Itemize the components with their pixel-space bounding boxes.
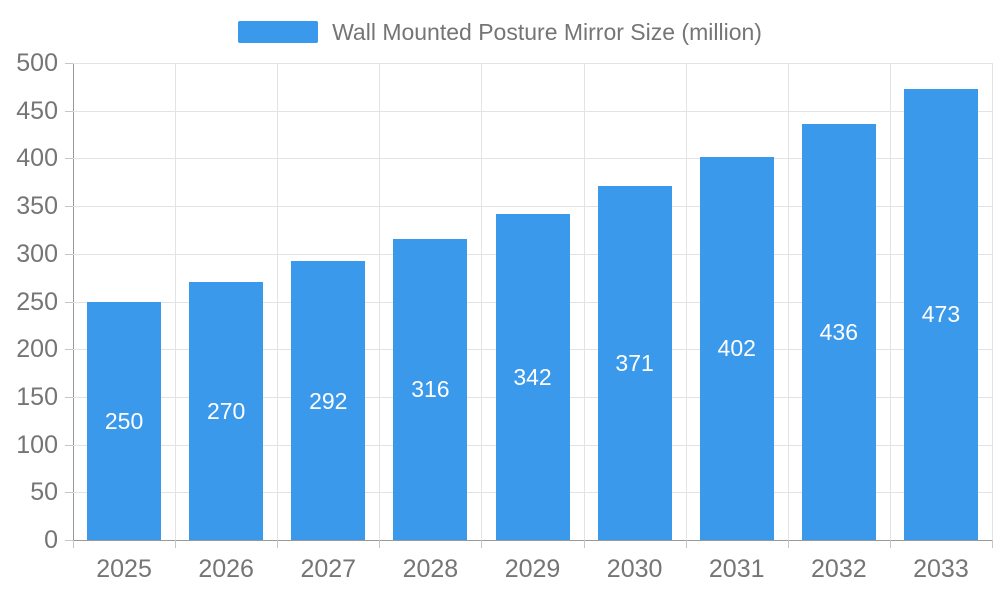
x-axis-tick (787, 540, 789, 548)
y-axis-tick (65, 301, 73, 303)
gridline-vertical (481, 63, 483, 540)
x-axis-tick-label: 2032 (811, 555, 867, 583)
bar-value-label: 402 (717, 335, 756, 362)
y-axis-tick (65, 444, 73, 446)
y-axis-tick-label: 300 (16, 239, 58, 268)
gridline-vertical (787, 63, 789, 540)
bar[interactable]: 270 (189, 282, 264, 540)
bar[interactable]: 316 (393, 238, 468, 540)
y-axis-tick-label: 50 (30, 478, 58, 507)
gridline-vertical (583, 63, 585, 540)
x-axis-tick (379, 540, 381, 548)
bar[interactable]: 371 (597, 186, 672, 540)
bar[interactable]: 402 (699, 156, 774, 540)
gridline-vertical (685, 63, 687, 540)
bar[interactable]: 292 (291, 261, 366, 540)
x-axis-line (73, 540, 992, 541)
x-axis-tick (175, 540, 177, 548)
x-axis-tick-label: 2028 (402, 555, 459, 583)
y-axis-tick-label: 400 (16, 144, 58, 173)
bar-value-label: 250 (104, 407, 144, 434)
y-axis-tick (65, 492, 73, 494)
bar[interactable]: 436 (801, 124, 876, 540)
bar-value-label: 270 (206, 398, 246, 425)
y-axis-tick-label: 250 (16, 287, 58, 316)
bar-value-label: 371 (615, 350, 654, 377)
bar-value-label: 316 (411, 376, 450, 403)
bar-value-label: 292 (309, 387, 348, 414)
bar-value-label: 436 (819, 319, 859, 346)
y-axis-tick-label: 100 (16, 430, 58, 459)
y-axis-tick (65, 110, 73, 112)
y-axis-tick-label: 200 (16, 335, 58, 364)
bar[interactable]: 473 (903, 88, 978, 540)
x-axis-tick (889, 540, 891, 548)
y-axis-tick-label: 350 (16, 192, 58, 221)
gridline-vertical (175, 63, 177, 540)
x-axis-tick-label: 2026 (198, 555, 254, 583)
x-axis-tick (481, 540, 483, 548)
x-axis-tick-label: 2027 (300, 555, 357, 583)
bar-value-label: 342 (513, 363, 552, 390)
y-axis-tick (65, 540, 73, 541)
y-axis-tick (65, 206, 73, 208)
y-axis-tick-label: 0 (44, 526, 58, 554)
gridline-horizontal (73, 110, 992, 112)
x-axis-tick (277, 540, 279, 548)
gridline-vertical (277, 63, 279, 540)
bar[interactable]: 250 (87, 301, 162, 540)
x-axis-tick (992, 540, 993, 548)
y-axis-tick (65, 158, 73, 160)
chart-legend-item[interactable]: Wall Mounted Posture Mirror Size (millio… (0, 16, 1000, 48)
y-axis-tick (65, 349, 73, 351)
y-axis-tick (65, 396, 73, 398)
bar[interactable]: 342 (495, 213, 570, 540)
y-axis-tick (65, 63, 73, 64)
gridline-horizontal (73, 63, 992, 64)
x-axis-tick (685, 540, 687, 548)
gridline-horizontal (73, 158, 992, 160)
x-axis-tick-label: 2025 (96, 555, 152, 583)
gridline-vertical (992, 63, 993, 540)
y-axis-tick-label: 450 (16, 96, 58, 125)
x-axis-tick-label: 2029 (504, 555, 561, 583)
plot-area: 250 270 292 316 342 371 402 436 473 (65, 63, 993, 548)
x-axis-tick (73, 540, 74, 548)
x-axis-tick (583, 540, 585, 548)
gridline-vertical (889, 63, 891, 540)
y-axis-tick-label: 500 (16, 49, 58, 77)
gridline-vertical (379, 63, 381, 540)
legend-label: Wall Mounted Posture Mirror Size (millio… (332, 18, 762, 45)
bar-value-label: 473 (921, 301, 961, 328)
x-axis-tick-label: 2033 (913, 555, 969, 583)
x-axis-tick-label: 2030 (606, 555, 663, 583)
y-axis-tick (65, 253, 73, 255)
gridline-horizontal (73, 206, 992, 208)
legend-swatch-icon (238, 21, 319, 43)
x-axis-tick-label: 2031 (708, 555, 765, 583)
y-axis-tick-label: 150 (16, 382, 58, 411)
